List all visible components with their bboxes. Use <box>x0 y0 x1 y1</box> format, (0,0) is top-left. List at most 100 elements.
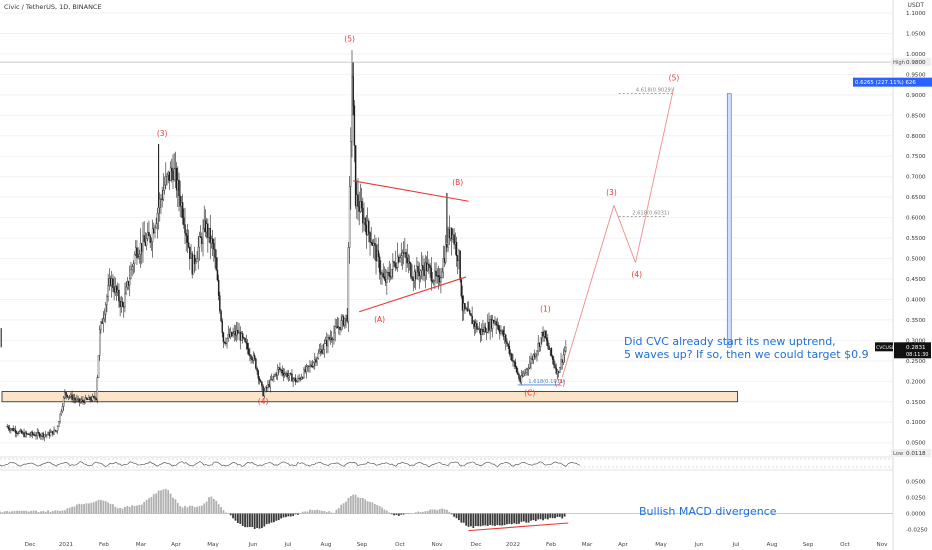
macd-histogram-bar <box>198 506 201 514</box>
macd-histogram-bar <box>68 507 71 514</box>
candle-body <box>389 275 392 278</box>
candle-body <box>555 367 557 374</box>
candle-body <box>404 252 406 254</box>
macd-histogram-bar <box>340 504 343 514</box>
candle-body <box>446 243 448 248</box>
candle-body <box>20 430 23 434</box>
macd-histogram-bar <box>241 513 244 526</box>
macd-histogram-bar <box>522 513 525 522</box>
candle-body <box>524 372 526 374</box>
candle-body <box>339 326 341 330</box>
macd-histogram-bar <box>66 508 69 514</box>
macd-histogram-bar <box>270 513 273 523</box>
macd-histogram-bar <box>169 493 172 514</box>
candle-body <box>340 320 342 330</box>
macd-histogram-bar <box>150 496 153 514</box>
macd-histogram-bar <box>364 499 367 514</box>
macd-histogram-bar <box>513 513 516 524</box>
candle-body <box>346 314 348 322</box>
candle-body <box>448 229 451 239</box>
candle-body <box>407 261 410 264</box>
macd-histogram-bar <box>443 509 446 514</box>
x-tick-label: Jul <box>732 542 740 548</box>
candle-body <box>65 392 67 396</box>
candle-body <box>201 237 203 244</box>
candle-body <box>49 432 52 436</box>
y-tick-label: 0.1000 <box>906 420 926 426</box>
candle-body <box>56 426 59 431</box>
candle-body <box>203 220 205 229</box>
candle-body <box>417 265 419 273</box>
candle-body <box>192 254 195 275</box>
candle-body <box>42 433 44 438</box>
candle-body <box>199 236 202 238</box>
macd-histogram-bar <box>289 513 292 517</box>
candle-body <box>317 352 320 359</box>
macd-histogram-bar <box>181 507 184 514</box>
candle-body <box>77 398 79 400</box>
macd-histogram-bar <box>431 509 434 514</box>
macd-histogram-bar <box>6 510 9 514</box>
y-tick-label: 0.8500 <box>906 113 926 119</box>
candle-body <box>401 252 404 256</box>
macd-histogram-bar <box>121 508 124 514</box>
candle-body <box>419 270 422 277</box>
candle-body <box>364 218 366 226</box>
macd-histogram-bar <box>546 513 549 520</box>
candle-body <box>395 267 398 269</box>
candle-body <box>411 276 413 280</box>
candle-body <box>424 262 427 276</box>
macd-histogram-bar <box>112 504 114 514</box>
candle-body <box>465 308 467 310</box>
candle-body <box>240 333 243 341</box>
candle-body <box>163 184 166 191</box>
wave-label: (5) <box>344 35 355 44</box>
candle-body <box>85 397 88 400</box>
macd-histogram-bar <box>277 513 280 521</box>
macd-histogram-bar <box>534 513 537 522</box>
candle-body <box>279 367 281 370</box>
macd-histogram-bar <box>114 506 117 514</box>
candle-body <box>191 253 193 275</box>
candle-body <box>525 369 527 373</box>
candle-body <box>106 296 108 305</box>
candle-body <box>24 432 26 437</box>
macd-histogram-bar <box>104 501 107 514</box>
candle-body <box>147 231 149 240</box>
annotation-macd: Bullish MACD divergence <box>639 505 777 518</box>
candle-body <box>43 434 46 438</box>
candle-body <box>114 286 117 293</box>
macd-histogram-bar <box>217 504 220 514</box>
macd-histogram-bar <box>325 512 328 514</box>
candle-body <box>537 343 539 352</box>
macd-histogram-bar <box>433 509 436 514</box>
candle-body <box>46 434 48 436</box>
candle-body <box>563 350 566 356</box>
macd-histogram-bar <box>479 513 482 527</box>
macd-histogram-bar <box>63 510 66 514</box>
y-tick-label: 0.4500 <box>906 277 926 283</box>
candle-body <box>512 360 514 362</box>
candle-body <box>25 432 28 435</box>
candle-body <box>562 354 565 363</box>
candle-body <box>177 179 179 191</box>
candle-body <box>491 320 494 329</box>
candle-body <box>96 377 99 401</box>
candle-body <box>178 179 180 197</box>
support-zone <box>1 391 739 403</box>
candle-body <box>109 278 112 286</box>
candle-body <box>171 167 173 172</box>
candle-body <box>89 396 91 400</box>
candle-body <box>288 373 291 376</box>
macd-histogram-bar <box>388 512 391 514</box>
macd-histogram-bar <box>482 513 484 526</box>
candle-body <box>237 330 239 334</box>
low-label: Low <box>893 451 904 457</box>
macd-histogram-bar <box>458 513 460 521</box>
candle-body <box>112 278 114 289</box>
candle-body <box>489 319 491 331</box>
candle-body <box>228 334 231 338</box>
candle-body <box>229 331 232 338</box>
candle-body <box>441 271 443 278</box>
